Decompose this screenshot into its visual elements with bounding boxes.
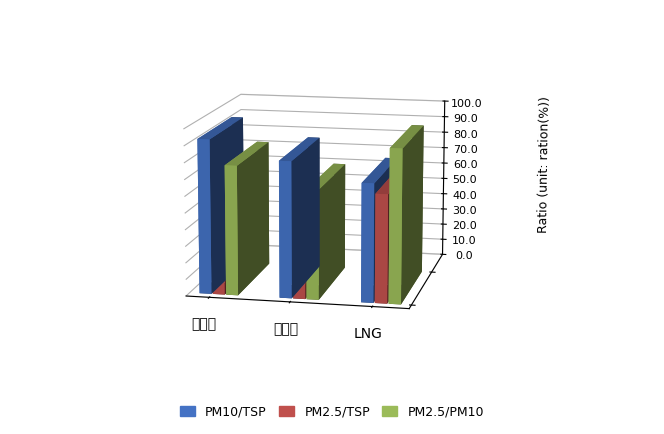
Legend: PM10/TSP, PM2.5/TSP, PM2.5/PM10: PM10/TSP, PM2.5/TSP, PM2.5/PM10: [175, 401, 489, 424]
